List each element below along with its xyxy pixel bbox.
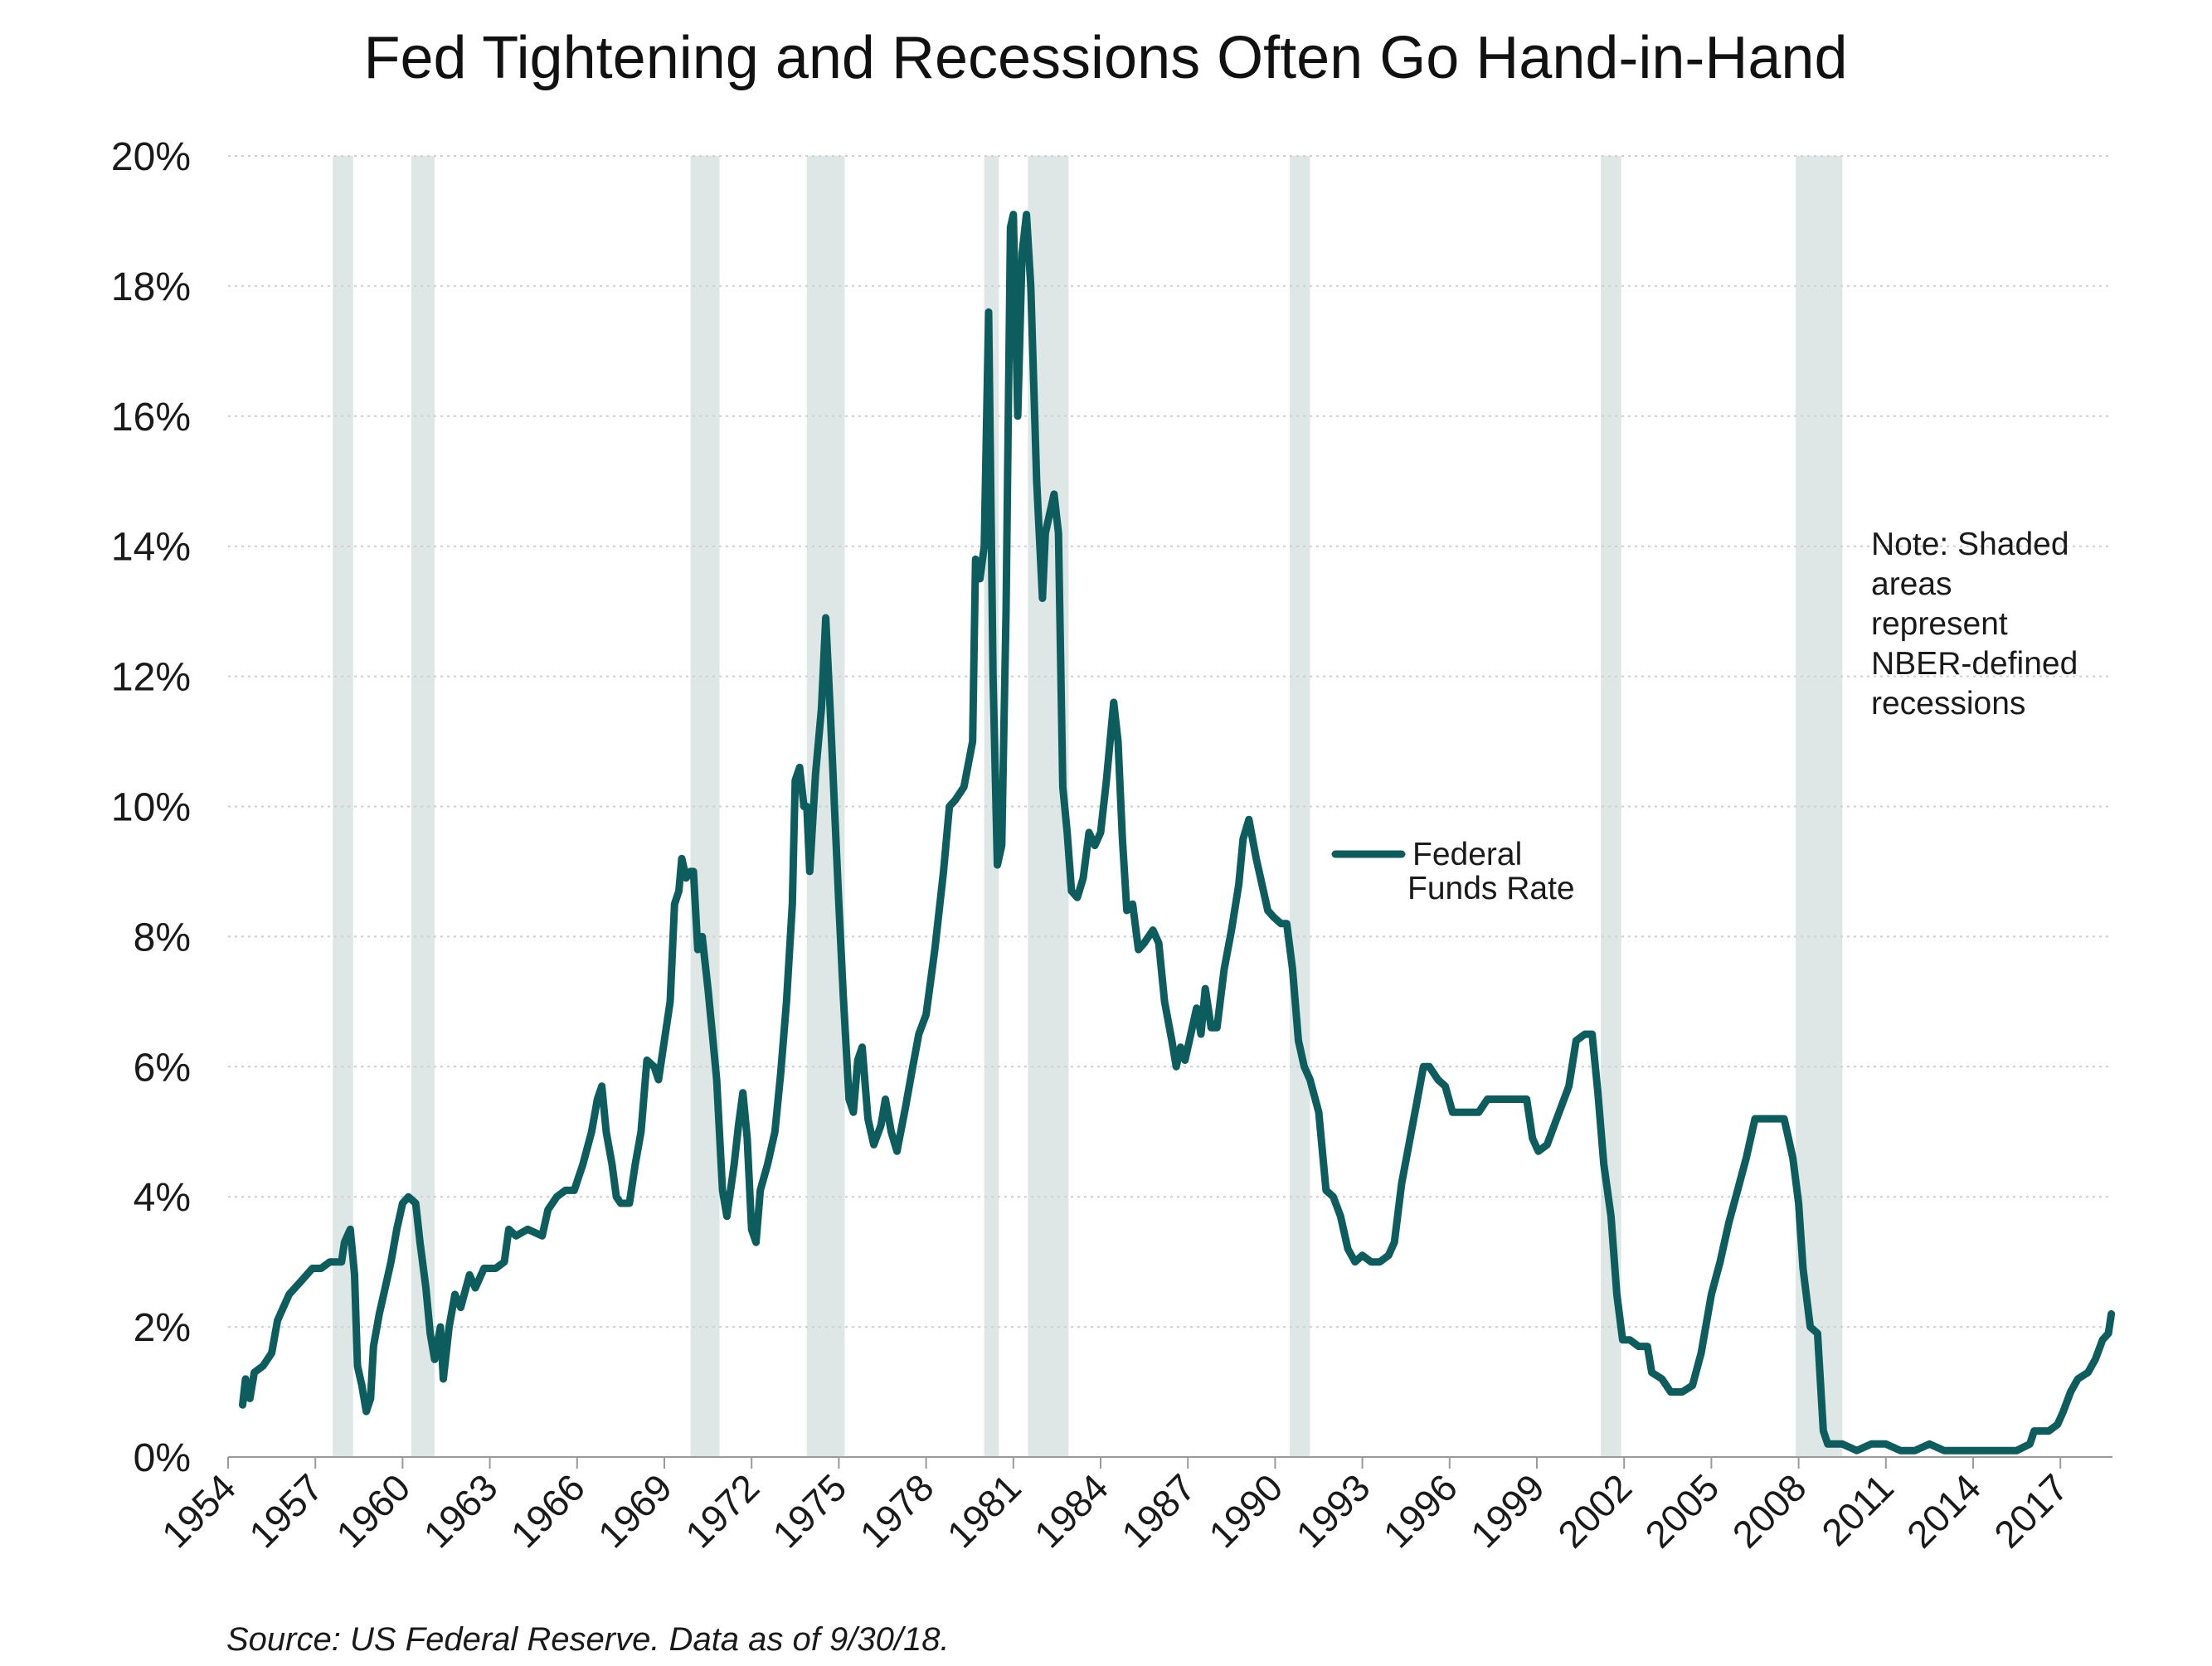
- y-tick-label: 2%: [134, 1306, 191, 1350]
- series-line-federal-funds-rate: [239, 211, 2116, 1455]
- note-line-5: recessions: [1871, 686, 2025, 721]
- x-tick-label: 1981: [939, 1465, 1029, 1556]
- x-tick-label: 1978: [852, 1465, 942, 1556]
- x-tick-label: 2011: [1813, 1465, 1902, 1554]
- x-tick-label: 1960: [328, 1465, 418, 1556]
- note-line-4: NBER-defined: [1871, 646, 2078, 682]
- legend-label-line-1: Federal: [1412, 837, 1522, 872]
- y-tick-label: 4%: [134, 1176, 191, 1220]
- x-tick-label: 1984: [1026, 1465, 1116, 1556]
- axes: [227, 1456, 2112, 1469]
- note-line-2: areas: [1871, 566, 1952, 602]
- note-line-1: Note: Shaded: [1871, 527, 2069, 562]
- x-tick-label: 2002: [1549, 1465, 1640, 1556]
- x-tick-label: 1987: [1113, 1465, 1203, 1556]
- x-tick-label: 1963: [416, 1465, 506, 1556]
- x-tick-label: 2008: [1724, 1465, 1815, 1556]
- x-tick-label: 1975: [764, 1465, 854, 1556]
- x-axis-tick-labels: 1954195719601963196619691972197519781981…: [153, 1465, 2076, 1556]
- x-tick-label: 1957: [241, 1465, 331, 1556]
- x-tick-label: 1972: [677, 1465, 767, 1556]
- recession-band-7: [1289, 156, 1310, 1457]
- x-tick-label: 1966: [503, 1465, 593, 1556]
- legend-label-line-2: Funds Rate: [1407, 871, 1575, 906]
- x-tick-label: 2014: [1898, 1465, 1989, 1556]
- y-axis-tick-labels: 0% 2% 4% 6% 8% 10% 12% 14% 16% 18% 20%: [111, 135, 191, 1480]
- y-tick-label: 10%: [111, 786, 191, 830]
- note-annotation: Note: Shaded areas represent NBER-define…: [1871, 527, 2078, 721]
- source-note: Source: US Federal Reserve. Data as of 9…: [226, 1621, 950, 1658]
- chart-title: Fed Tightening and Recessions Often Go H…: [363, 25, 1847, 91]
- y-tick-label: 0%: [134, 1436, 191, 1480]
- y-tick-label: 20%: [111, 135, 191, 179]
- y-tick-label: 6%: [134, 1046, 191, 1090]
- x-tick-label: 1969: [590, 1465, 680, 1556]
- x-tick-label: 1993: [1288, 1465, 1378, 1556]
- y-tick-label: 18%: [111, 265, 191, 309]
- y-tick-label: 12%: [111, 656, 191, 700]
- x-tick-label: 2005: [1636, 1465, 1727, 1556]
- y-tick-label: 8%: [134, 916, 191, 959]
- series-layer: [239, 211, 2116, 1455]
- y-tick-label: 16%: [111, 396, 191, 440]
- x-tick-label: 2017: [1986, 1465, 2076, 1556]
- note-line-3: represent: [1871, 606, 2008, 642]
- x-tick-label: 1990: [1200, 1465, 1291, 1556]
- x-tick-label: 1996: [1375, 1465, 1466, 1556]
- x-tick-label: 1999: [1462, 1465, 1553, 1556]
- y-tick-label: 14%: [111, 526, 191, 570]
- legend: Federal Funds Rate: [1331, 837, 1575, 906]
- gridlines: [228, 155, 2112, 1328]
